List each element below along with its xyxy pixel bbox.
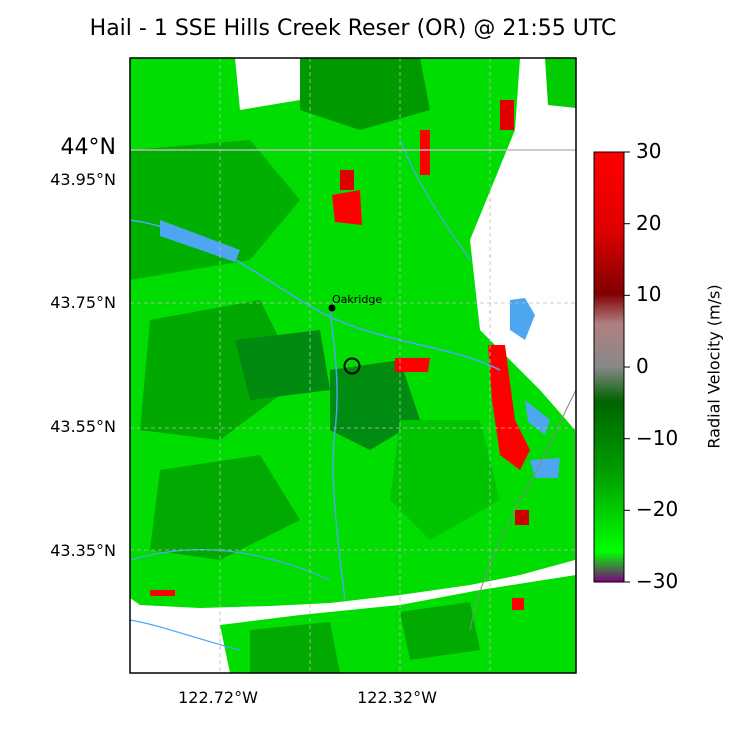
colorbar-tick-30: 30 xyxy=(636,139,662,163)
lat-label-44: 44°N xyxy=(60,135,116,160)
map-frame xyxy=(129,57,577,674)
colorbar-tick-20: 20 xyxy=(636,211,662,235)
oakridge-label: Oakridge xyxy=(332,293,382,306)
lon-label-122-72: 122.72°W xyxy=(178,688,258,707)
colorbar-label: Radial Velocity (m/s) xyxy=(704,284,724,449)
lat-label-43-95: 43.95°N xyxy=(50,170,116,189)
lat-label-43-35: 43.35°N xyxy=(50,541,116,560)
colorbar-tick-neg10: −10 xyxy=(636,426,679,450)
oakridge-marker xyxy=(328,304,336,312)
chart-title: Hail - 1 SSE Hills Creek Reser (OR) @ 21… xyxy=(89,16,617,41)
colorbar-ticks xyxy=(624,151,630,583)
lat-label-43-75: 43.75°N xyxy=(50,293,116,312)
lon-label-122-32: 122.32°W xyxy=(357,688,437,707)
hail-location-marker xyxy=(343,357,361,375)
colorbar-tick-10: 10 xyxy=(636,282,662,306)
lat-label-43-55: 43.55°N xyxy=(50,417,116,436)
radar-layer xyxy=(130,58,576,673)
colorbar-tick-0: 0 xyxy=(636,354,649,378)
colorbar-tick-neg30: −30 xyxy=(636,569,679,593)
colorbar xyxy=(593,151,625,583)
colorbar-tick-neg20: −20 xyxy=(636,497,679,521)
